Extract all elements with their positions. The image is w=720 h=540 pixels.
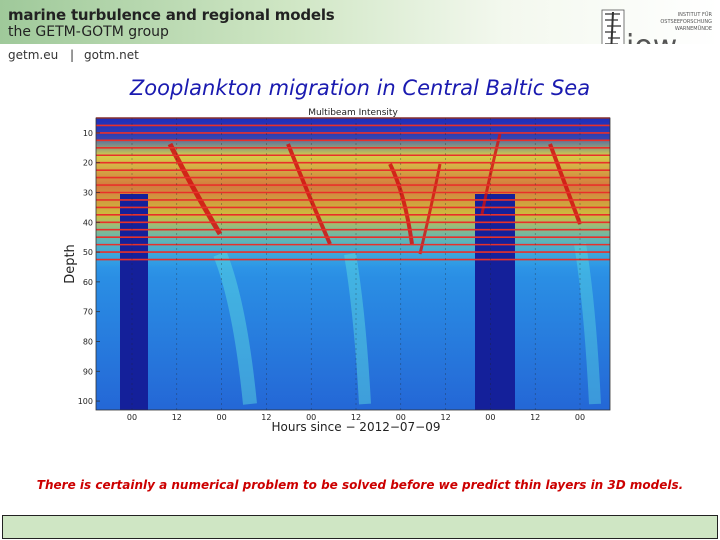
x-tick-label: 12 bbox=[530, 413, 540, 422]
gotm-link[interactable]: gotm.net bbox=[84, 48, 139, 62]
logo-line3: WARNEMÜNDE bbox=[675, 25, 712, 32]
y-tick-label: 30 bbox=[83, 188, 93, 197]
plot-frame bbox=[95, 117, 611, 411]
x-tick-label: 00 bbox=[127, 413, 137, 422]
y-tick-label: 40 bbox=[83, 218, 93, 227]
x-axis-label: Hours since − 2012−07−09 bbox=[271, 420, 440, 434]
y-tick-label: 100 bbox=[78, 397, 93, 406]
x-tick-label: 00 bbox=[396, 413, 406, 422]
chart-title: Multibeam Intensity bbox=[308, 108, 398, 118]
link-bar: getm.eu | gotm.net bbox=[0, 44, 720, 68]
y-tick-label: 60 bbox=[83, 278, 93, 287]
x-tick-label: 00 bbox=[306, 413, 316, 422]
x-tick-label: 12 bbox=[351, 413, 361, 422]
slide-caption: There is certainly a numerical problem t… bbox=[36, 478, 684, 492]
y-tick-label: 80 bbox=[83, 337, 93, 346]
brand-subtitle: the GETM-GOTM group bbox=[8, 24, 169, 40]
vertical-grid bbox=[131, 118, 581, 410]
y-tick-label: 50 bbox=[83, 248, 93, 257]
x-axis-ticks: 00 12 00 12 00 12 00 12 00 12 00 bbox=[127, 413, 585, 422]
logo-line1: INSTITUT FÜR bbox=[678, 11, 713, 18]
x-tick-label: 00 bbox=[485, 413, 495, 422]
y-axis-ticks: 10 20 30 40 50 60 70 80 90 100 bbox=[78, 129, 100, 406]
footer-bar bbox=[2, 515, 718, 539]
getm-link[interactable]: getm.eu bbox=[8, 48, 59, 62]
y-tick-label: 70 bbox=[83, 308, 93, 317]
link-separator: | bbox=[70, 48, 75, 62]
y-tick-label: 10 bbox=[83, 129, 93, 138]
x-tick-label: 12 bbox=[441, 413, 451, 422]
slide-title: Zooplankton migration in Central Baltic … bbox=[129, 76, 591, 100]
brand-title: marine turbulence and regional models bbox=[8, 6, 335, 24]
multibeam-heatmap-chart: Multibeam Intensity 10203040506070809010… bbox=[63, 108, 611, 434]
x-tick-label: 12 bbox=[172, 413, 182, 422]
y-axis-label: Depth bbox=[63, 244, 78, 284]
x-tick-label: 00 bbox=[217, 413, 227, 422]
x-tick-label: 00 bbox=[575, 413, 585, 422]
heatmap-field bbox=[96, 118, 610, 410]
y-tick-label: 20 bbox=[83, 159, 93, 168]
logo-line2: OSTSEEFORSCHUNG bbox=[660, 19, 712, 25]
y-tick-label: 90 bbox=[83, 367, 93, 376]
x-tick-label: 12 bbox=[261, 413, 271, 422]
